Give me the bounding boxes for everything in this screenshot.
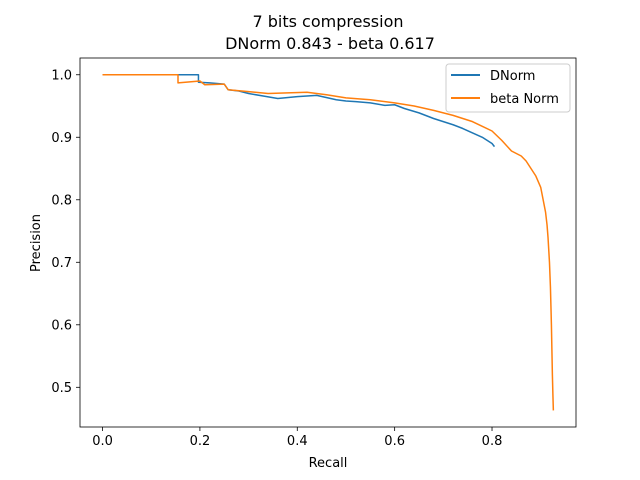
y-tick-label: 0.9	[51, 131, 72, 146]
chart-title-line1: 7 bits compression	[252, 12, 403, 31]
x-axis-ticks: 0.0 0.2 0.4 0.6 0.8	[92, 427, 502, 449]
y-tick-label: 0.7	[51, 256, 72, 271]
y-tick-label: 0.5	[51, 381, 72, 396]
y-axis-ticks: 0.5 0.6 0.7 0.8 0.9 1.0	[51, 68, 80, 396]
y-tick-label: 0.8	[51, 193, 72, 208]
legend-label-dnorm: DNorm	[490, 69, 535, 84]
series-line-beta-norm	[102, 74, 555, 411]
x-tick-label: 0.2	[190, 434, 211, 449]
legend: DNorm beta Norm	[445, 63, 571, 113]
x-axis-label: Recall	[309, 456, 348, 471]
x-tick-label: 0.6	[384, 434, 405, 449]
series-layer	[102, 74, 555, 411]
plot-frame	[79, 57, 577, 428]
legend-label-beta-norm: beta Norm	[490, 92, 559, 107]
y-axis-label: Precision	[29, 214, 44, 272]
series-line-dnorm	[102, 74, 496, 148]
x-tick-label: 0.4	[287, 434, 308, 449]
x-tick-label: 0.0	[92, 434, 113, 449]
y-tick-label: 1.0	[51, 68, 72, 83]
plot-area	[80, 58, 576, 427]
chart-title-line2: DNorm 0.843 - beta 0.617	[225, 34, 435, 53]
y-tick-label: 0.6	[51, 318, 72, 333]
x-tick-label: 0.8	[482, 434, 503, 449]
